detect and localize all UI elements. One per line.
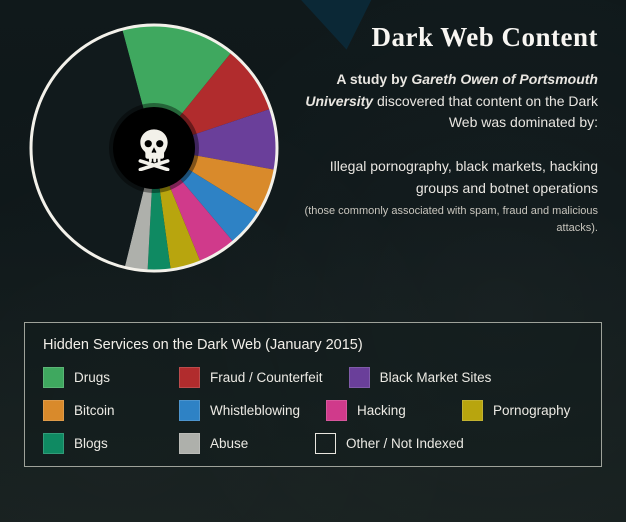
legend-label-abuse: Abuse xyxy=(210,436,248,451)
legend-swatch-other xyxy=(315,433,336,454)
skull-crossbones-icon xyxy=(131,125,177,171)
legend-swatch-bitcoin xyxy=(43,400,64,421)
legend-label-bitcoin: Bitcoin xyxy=(74,403,115,418)
legend-label-hacking: Hacking xyxy=(357,403,406,418)
legend-swatch-blogs xyxy=(43,433,64,454)
legend-label-blogs: Blogs xyxy=(74,436,108,451)
legend-swatch-blackmarket xyxy=(349,367,370,388)
examples-line: Illegal pornography, black markets, hack… xyxy=(302,156,598,199)
legend-swatch-whistleblowing xyxy=(179,400,200,421)
legend-item-pornography: Pornography xyxy=(462,400,572,421)
legend-item-abuse: Abuse xyxy=(179,433,289,454)
legend-label-drugs: Drugs xyxy=(74,370,110,385)
legend-item-hacking: Hacking xyxy=(326,400,436,421)
legend-item-blackmarket: Black Market Sites xyxy=(349,367,492,388)
page-title: Dark Web Content xyxy=(302,22,598,53)
legend-item-bitcoin: Bitcoin xyxy=(43,400,153,421)
legend-grid: Drugs Fraud / Counterfeit Black Market Sit… xyxy=(43,367,583,454)
text-column: Dark Web Content A study by Gareth Owen … xyxy=(302,18,602,278)
legend-item-blogs: Blogs xyxy=(43,433,153,454)
legend-label-pornography: Pornography xyxy=(493,403,570,418)
legend-swatch-drugs xyxy=(43,367,64,388)
legend-item-whistleblowing: Whistleblowing xyxy=(179,400,300,421)
intro-paragraph: A study by Gareth Owen of Portsmouth Uni… xyxy=(302,69,598,134)
legend-item-other: Other / Not Indexed xyxy=(315,433,464,454)
legend-item-fraud: Fraud / Counterfeit xyxy=(179,367,323,388)
intro-lead: A study by xyxy=(336,71,411,87)
legend-label-fraud: Fraud / Counterfeit xyxy=(210,370,323,385)
legend-title: Hidden Services on the Dark Web (January… xyxy=(43,337,583,353)
legend-label-whistleblowing: Whistleblowing xyxy=(210,403,300,418)
legend-label-other: Other / Not Indexed xyxy=(346,436,464,451)
legend-item-drugs: Drugs xyxy=(43,367,153,388)
skull-badge xyxy=(113,107,195,189)
pie-chart-container xyxy=(24,18,284,278)
legend-box: Hidden Services on the Dark Web (January… xyxy=(24,322,602,467)
legend-label-blackmarket: Black Market Sites xyxy=(380,370,492,385)
legend-swatch-hacking xyxy=(326,400,347,421)
subnote-line: (those commonly associated with spam, fr… xyxy=(302,203,598,236)
top-section: Dark Web Content A study by Gareth Owen … xyxy=(0,0,626,288)
intro-rest: discovered that content on the Dark Web … xyxy=(373,93,598,131)
legend-swatch-abuse xyxy=(179,433,200,454)
legend-swatch-pornography xyxy=(462,400,483,421)
legend-swatch-fraud xyxy=(179,367,200,388)
